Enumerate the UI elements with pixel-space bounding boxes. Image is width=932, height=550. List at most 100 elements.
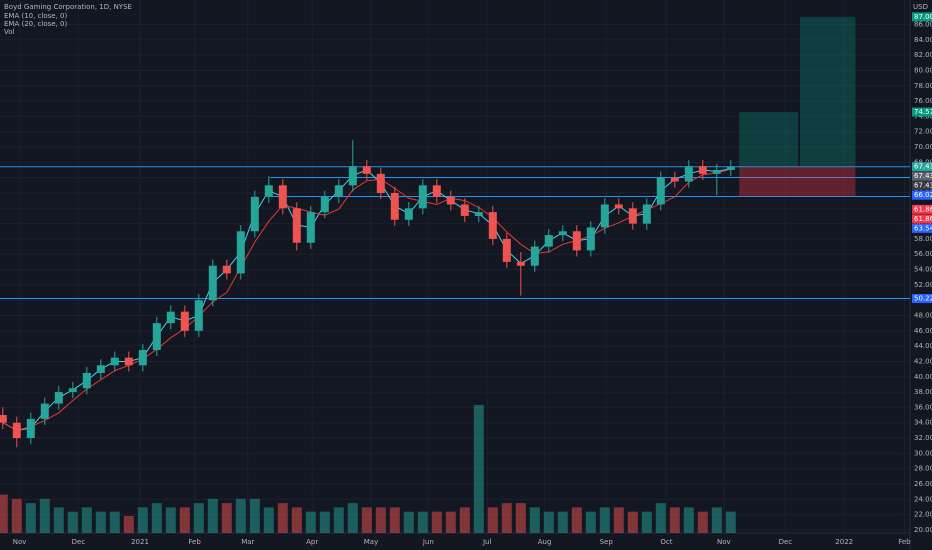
- candle-body: [628, 208, 637, 224]
- volume-bar: [165, 507, 176, 533]
- stop-zone: [739, 166, 856, 197]
- candle-body: [194, 300, 203, 331]
- candle-body: [0, 415, 7, 423]
- candle-body: [208, 265, 217, 301]
- volume-bar: [333, 507, 344, 533]
- y-tick-label: 30.00: [914, 449, 932, 457]
- volume-bar: [473, 405, 484, 533]
- candle-body: [558, 231, 567, 236]
- price-badge-label: 63.54: [914, 224, 932, 232]
- y-tick-label: 20.00: [914, 526, 932, 534]
- y-tick-label: 22.00: [914, 511, 932, 519]
- y-tick-label: 76.00: [914, 97, 932, 105]
- candle-body: [180, 311, 189, 331]
- volume-bar: [599, 507, 610, 533]
- volume-bar: [711, 507, 722, 533]
- x-tick-label: Sep: [600, 538, 614, 546]
- candle-body: [712, 170, 721, 174]
- candle-body: [432, 185, 441, 197]
- y-tick-label: 48.00: [914, 312, 932, 320]
- volume-bar: [53, 507, 64, 533]
- price-badge: [912, 214, 932, 224]
- price-badge-label: 87.00: [914, 13, 932, 21]
- price-badge: [912, 223, 932, 233]
- volume-bar: [179, 507, 190, 533]
- price-badge: [912, 190, 932, 200]
- volume-bar: [277, 503, 288, 533]
- volume-bar: [305, 511, 316, 533]
- y-tick-label: 34.00: [914, 419, 932, 427]
- candle-body: [152, 323, 161, 350]
- legend-entry: EMA (10, close, 0): [4, 12, 67, 20]
- candle-body: [376, 173, 385, 193]
- x-tick-label: Feb: [898, 538, 911, 546]
- volume-bar: [291, 507, 302, 533]
- volume-bar: [95, 511, 106, 533]
- legend-entry: EMA (20, close, 0): [4, 20, 67, 28]
- price-badge: [912, 204, 932, 214]
- x-tick-label: Dec: [779, 538, 793, 546]
- volume-bar: [627, 511, 638, 533]
- volume-bar: [459, 507, 470, 533]
- x-tick-label: Oct: [660, 538, 672, 546]
- candle-body: [614, 204, 623, 209]
- y-tick-label: 80.00: [914, 66, 932, 74]
- y-tick-label: 70.00: [914, 143, 932, 151]
- volume-bar: [557, 511, 568, 533]
- candle-body: [460, 204, 469, 216]
- volume-bar: [81, 507, 92, 533]
- candle-body: [698, 166, 707, 174]
- x-tick-label: Jun: [422, 538, 434, 546]
- volume-bar: [39, 498, 50, 533]
- x-tick-label: Aug: [538, 538, 552, 546]
- volume-bar: [543, 511, 554, 533]
- x-tick-label: May: [364, 538, 378, 546]
- candle-body: [670, 177, 679, 182]
- y-tick-label: 56.00: [914, 250, 932, 258]
- candle-body: [138, 349, 147, 366]
- volume-bar: [193, 503, 204, 533]
- y-tick-label: 54.00: [914, 266, 932, 274]
- volume-bar: [67, 511, 78, 533]
- y-tick-label: 42.00: [914, 357, 932, 365]
- candle-body: [110, 357, 119, 366]
- volume-bar: [151, 503, 162, 533]
- x-tick-label: Apr: [306, 538, 318, 546]
- volume-bar: [585, 511, 596, 533]
- price-badge-label: 67.43: [914, 163, 932, 171]
- candle-body: [684, 166, 693, 182]
- y-tick-label: 38.00: [914, 388, 932, 396]
- y-tick-label: 82.00: [914, 51, 932, 59]
- volume-bar: [571, 507, 582, 533]
- volume-bar: [123, 515, 134, 533]
- volume-bar: [249, 498, 260, 533]
- volume-bar: [655, 503, 666, 533]
- y-tick-label: 36.00: [914, 403, 932, 411]
- candle-body: [68, 388, 77, 393]
- candle-body: [264, 185, 273, 197]
- price-badge-label: 74.57: [914, 108, 932, 116]
- candle-body: [166, 311, 175, 324]
- candle-body: [82, 372, 91, 389]
- price-badge: [912, 12, 932, 22]
- volume-bar: [221, 503, 232, 533]
- volume-bar: [263, 507, 274, 533]
- candle-body: [278, 185, 287, 209]
- price-badge-label: 61.86: [914, 215, 932, 223]
- y-tick-label: 28.00: [914, 465, 932, 473]
- price-badge: [912, 162, 932, 172]
- volume-bar: [515, 503, 526, 533]
- y-tick-label: 72.00: [914, 128, 932, 136]
- volume-bar: [235, 498, 246, 533]
- volume-bar: [417, 511, 428, 533]
- candle-body: [586, 227, 595, 251]
- y-tick-label: 44.00: [914, 342, 932, 350]
- candle-body: [124, 357, 133, 366]
- volume-bar: [641, 511, 652, 533]
- price-badge-label: 66.02: [914, 191, 932, 199]
- candle-body: [544, 235, 553, 247]
- target-zone: [739, 112, 798, 167]
- volume-bar: [25, 503, 36, 533]
